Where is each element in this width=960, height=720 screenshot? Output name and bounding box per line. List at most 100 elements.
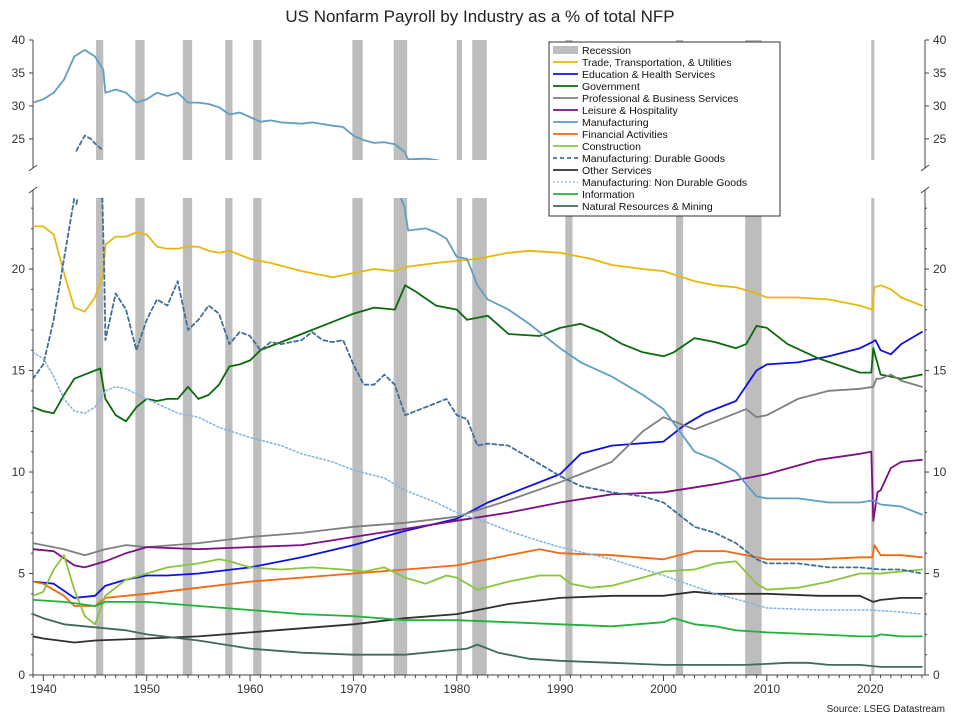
x-tick-label: 2000 (650, 682, 677, 696)
legend-label: Leisure & Hospitality (582, 105, 678, 117)
chart-title: US Nonfarm Payroll by Industry as a % of… (285, 7, 674, 26)
series-education-health-services (33, 331, 923, 599)
legend-item-financial-activities: Financial Activities (553, 129, 668, 141)
legend-item-other-services: Other Services (553, 165, 651, 177)
legend-label: Professional & Business Services (582, 93, 738, 105)
legend-item-manufacturing-durable-goods: Manufacturing: Durable Goods (553, 153, 725, 165)
recession-band-upper (96, 40, 104, 160)
legend-label: Natural Resources & Mining (582, 201, 713, 213)
recession-band-lower (352, 198, 363, 675)
recession-band-upper (225, 40, 233, 160)
legend-label: Education & Health Services (582, 69, 715, 81)
recession-band-upper (352, 40, 363, 160)
recession-band-lower (565, 198, 573, 675)
recession-band-lower (253, 198, 262, 675)
series-other-services (33, 590, 923, 644)
axis-break-mark (920, 164, 930, 172)
axis-break-mark (920, 186, 930, 194)
series-leisure-hospitality (33, 450, 923, 569)
legend-item-natural-resources-mining: Natural Resources & Mining (553, 201, 713, 213)
legend-item-recession: Recession (553, 45, 631, 57)
legend-item-education-health-services: Education & Health Services (553, 69, 715, 81)
y-tick-label-left: 25 (12, 132, 26, 146)
legend-item-professional-business-services: Professional & Business Services (553, 93, 738, 105)
legend-label: Manufacturing (582, 117, 649, 129)
x-tick-label: 1960 (237, 682, 264, 696)
legend-swatch (553, 46, 578, 54)
series-trade-transportation-utilities (33, 225, 923, 313)
source-note: Source: LSEG Datastream (827, 704, 945, 715)
recession-band-lower (135, 198, 145, 675)
series-professional-business-services (33, 373, 923, 557)
series-manufacturing-upper (33, 49, 441, 160)
legend-label: Recession (582, 45, 631, 57)
legend-label: Construction (582, 141, 641, 153)
series-government (33, 284, 923, 423)
legend-label: Information (582, 189, 635, 201)
recession-band-lower (182, 198, 193, 675)
series-manufacturing-durable-goods-upper (75, 134, 103, 152)
y-tick-label-right: 40 (933, 33, 947, 47)
series-manufacturing-durable-goods (75, 198, 103, 205)
recession-band-upper (182, 40, 193, 160)
legend-item-government: Government (553, 81, 640, 93)
x-tick-label: 2020 (857, 682, 884, 696)
recession-band-upper (472, 40, 487, 160)
legend-item-leisure-hospitality: Leisure & Hospitality (553, 105, 678, 117)
series-manufacturing-non-durable-goods (33, 351, 923, 615)
x-tick-label: 2010 (754, 682, 781, 696)
y-tick-label-left: 15 (12, 364, 26, 378)
series-construction (33, 554, 923, 626)
recession-band-upper (393, 40, 408, 160)
legend-item-manufacturing-non-durable-goods: Manufacturing: Non Durable Goods (553, 177, 747, 189)
x-tick-label: 1970 (340, 682, 367, 696)
axis-break-mark (28, 186, 38, 194)
x-tick-label: 1940 (30, 682, 57, 696)
legend-label: Manufacturing: Non Durable Goods (582, 177, 747, 189)
legend-item-construction: Construction (553, 141, 641, 153)
x-tick-label: 1980 (443, 682, 470, 696)
recession-band-upper (135, 40, 145, 160)
recession-band-upper (871, 40, 875, 160)
y-tick-label-right: 10 (933, 465, 947, 479)
legend-label: Financial Activities (582, 129, 668, 141)
y-tick-label-left: 10 (12, 465, 26, 479)
y-tick-label-left: 35 (12, 66, 26, 80)
series-manufacturing-durable-goods (33, 198, 76, 380)
recession-band-lower (96, 198, 104, 675)
axis-break-mark (28, 164, 38, 172)
recession-band-lower (745, 198, 762, 675)
recession-band-lower (456, 198, 462, 675)
legend-label: Other Services (582, 165, 651, 177)
y-tick-label-left: 20 (12, 262, 26, 276)
y-tick-label-right: 15 (933, 364, 947, 378)
recession-band-upper (253, 40, 262, 160)
y-tick-label-left: 40 (12, 33, 26, 47)
y-tick-label-right: 30 (933, 99, 947, 113)
x-tick-label: 1950 (133, 682, 160, 696)
series-lines (33, 49, 923, 668)
recession-band-lower (393, 198, 408, 675)
legend-item-trade-transportation-utilities: Trade, Transportation, & Utilities (553, 57, 732, 69)
y-tick-label-right: 20 (933, 262, 947, 276)
legend-box (548, 41, 781, 217)
recession-band-lower (871, 198, 875, 675)
y-tick-label-right: 25 (933, 132, 947, 146)
recession-band-upper (456, 40, 462, 160)
recession-band-lower (225, 198, 233, 675)
y-tick-label-right: 0 (933, 668, 940, 682)
legend-item-information: Information (553, 189, 635, 201)
y-tick-label-right: 5 (933, 567, 940, 581)
recession-band-lower (675, 198, 684, 675)
y-tick-label-left: 30 (12, 99, 26, 113)
legend-item-manufacturing: Manufacturing (553, 117, 649, 129)
series-information (33, 599, 923, 638)
x-tick-label: 1990 (547, 682, 574, 696)
y-tick-label-left: 0 (18, 668, 25, 682)
series-manufacturing-durable-goods (101, 198, 923, 575)
y-tick-label-left: 5 (18, 567, 25, 581)
series-natural-resources-mining (33, 613, 923, 668)
